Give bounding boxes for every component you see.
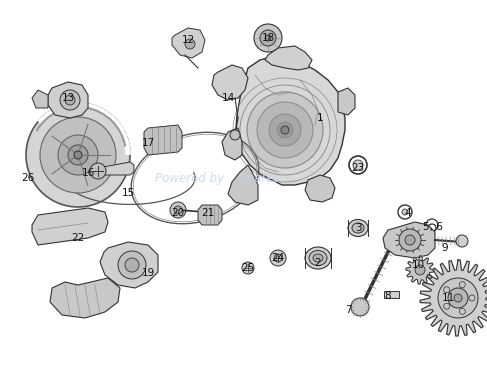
Circle shape xyxy=(270,250,286,266)
Circle shape xyxy=(65,95,75,105)
Circle shape xyxy=(405,235,415,245)
Circle shape xyxy=(438,278,478,318)
Polygon shape xyxy=(172,28,205,58)
Circle shape xyxy=(459,308,465,314)
Polygon shape xyxy=(100,242,158,288)
Circle shape xyxy=(74,151,82,159)
Circle shape xyxy=(125,258,139,272)
Polygon shape xyxy=(222,128,242,160)
Circle shape xyxy=(90,163,106,179)
Polygon shape xyxy=(406,256,434,284)
Circle shape xyxy=(469,295,475,301)
Text: 19: 19 xyxy=(141,268,155,278)
Circle shape xyxy=(415,265,425,275)
Circle shape xyxy=(40,117,116,193)
Text: 9: 9 xyxy=(442,243,449,253)
Ellipse shape xyxy=(305,247,331,269)
Text: 14: 14 xyxy=(222,93,235,103)
Text: 25: 25 xyxy=(242,263,255,273)
Circle shape xyxy=(444,303,450,309)
Circle shape xyxy=(260,30,276,46)
Circle shape xyxy=(274,254,282,262)
Circle shape xyxy=(351,298,369,316)
Circle shape xyxy=(254,24,282,52)
Circle shape xyxy=(444,287,450,293)
Circle shape xyxy=(456,235,468,247)
Text: 16: 16 xyxy=(81,168,94,178)
Text: 24: 24 xyxy=(271,253,284,263)
Polygon shape xyxy=(305,175,335,202)
Text: 8: 8 xyxy=(385,291,392,301)
Circle shape xyxy=(281,126,289,134)
Text: 10: 10 xyxy=(412,260,425,270)
Text: 4: 4 xyxy=(405,208,412,218)
Circle shape xyxy=(170,202,186,218)
Text: 3: 3 xyxy=(355,223,361,233)
Circle shape xyxy=(242,262,254,274)
Text: 5, 6: 5, 6 xyxy=(423,222,443,232)
Polygon shape xyxy=(265,46,312,70)
Ellipse shape xyxy=(348,219,368,237)
Text: 12: 12 xyxy=(181,35,195,45)
Polygon shape xyxy=(212,65,248,100)
Text: 21: 21 xyxy=(202,208,215,218)
Circle shape xyxy=(399,229,421,251)
Circle shape xyxy=(459,282,465,288)
Polygon shape xyxy=(32,90,48,108)
Circle shape xyxy=(26,103,130,207)
Polygon shape xyxy=(48,82,88,118)
Text: 18: 18 xyxy=(262,33,275,43)
Circle shape xyxy=(185,39,195,49)
Polygon shape xyxy=(144,125,182,155)
Circle shape xyxy=(60,90,80,110)
Text: 26: 26 xyxy=(21,173,35,183)
Circle shape xyxy=(265,35,271,41)
Text: 13: 13 xyxy=(61,93,75,103)
Text: 23: 23 xyxy=(352,163,365,173)
Text: 15: 15 xyxy=(121,188,134,198)
Circle shape xyxy=(118,251,146,279)
Circle shape xyxy=(353,160,363,170)
Circle shape xyxy=(448,288,468,308)
Text: 22: 22 xyxy=(72,233,85,243)
Polygon shape xyxy=(198,205,222,225)
Polygon shape xyxy=(98,162,134,175)
Circle shape xyxy=(68,145,88,165)
Circle shape xyxy=(230,130,240,140)
Circle shape xyxy=(402,209,408,215)
Polygon shape xyxy=(50,278,120,318)
Polygon shape xyxy=(383,222,435,258)
Circle shape xyxy=(174,206,182,214)
Circle shape xyxy=(247,92,323,168)
Ellipse shape xyxy=(352,223,364,233)
Circle shape xyxy=(58,135,98,175)
Polygon shape xyxy=(420,260,487,336)
Text: Powered by    Spares: Powered by Spares xyxy=(155,172,280,185)
Polygon shape xyxy=(228,165,258,205)
Polygon shape xyxy=(236,55,345,185)
Circle shape xyxy=(277,122,293,138)
Text: 20: 20 xyxy=(171,208,185,218)
Polygon shape xyxy=(338,88,355,115)
Ellipse shape xyxy=(309,251,327,266)
Ellipse shape xyxy=(313,254,323,262)
Circle shape xyxy=(454,294,462,302)
Text: 17: 17 xyxy=(141,138,155,148)
Text: 11: 11 xyxy=(441,293,455,303)
Text: 1: 1 xyxy=(317,113,323,123)
Polygon shape xyxy=(32,208,108,245)
Text: 7: 7 xyxy=(345,305,351,315)
FancyBboxPatch shape xyxy=(385,291,399,298)
Circle shape xyxy=(269,114,301,146)
Text: 2: 2 xyxy=(315,258,321,268)
Circle shape xyxy=(257,102,313,158)
